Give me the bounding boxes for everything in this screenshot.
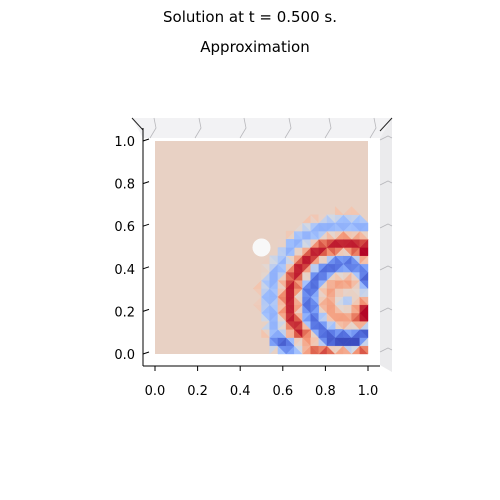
surface-triangle xyxy=(310,337,320,347)
figure-suptitle: Solution at t = 0.500 s. xyxy=(163,8,337,26)
x-tick-label: 1.0 xyxy=(358,384,379,399)
surface-triangle xyxy=(294,255,303,265)
y-tick-mark xyxy=(142,308,150,312)
surface-triangle xyxy=(359,214,369,224)
y-tick-mark xyxy=(142,138,150,142)
surface-triangle xyxy=(285,230,295,240)
x-tick-label: 0.4 xyxy=(230,384,251,399)
obstacle-hole xyxy=(252,238,271,257)
y-tick-label: 0.0 xyxy=(114,348,135,363)
surface-triangle xyxy=(294,296,303,305)
axis-frame xyxy=(142,128,380,367)
surface-triangle xyxy=(318,312,328,322)
pane-gridlines xyxy=(149,117,393,353)
x-tick-label: 0.6 xyxy=(272,384,293,399)
surface-triangle xyxy=(318,263,328,273)
y-tick-label: 0.4 xyxy=(114,263,135,278)
surface-triangle xyxy=(318,214,328,224)
surface-triangle xyxy=(261,328,271,338)
y-tick-label: 0.2 xyxy=(114,305,135,320)
y-tick-mark xyxy=(142,223,150,227)
surface-triangle xyxy=(285,255,295,265)
y-ticks: 0.0 0.2 0.4 0.6 0.8 1.0 xyxy=(114,135,150,363)
x-tick-label: 0.8 xyxy=(315,384,336,399)
back-pane xyxy=(132,118,392,138)
y-tick-mark xyxy=(142,351,150,355)
y-tick-label: 1.0 xyxy=(114,135,135,150)
y-tick-label: 0.8 xyxy=(114,178,135,193)
x-tick-label: 0.0 xyxy=(145,384,166,399)
x-ticks: 0.0 0.2 0.4 0.6 0.8 1.0 xyxy=(145,366,379,399)
surface-triangle xyxy=(359,230,369,240)
surface-triangle xyxy=(342,296,352,306)
surface-triangle xyxy=(335,206,344,215)
right-pane xyxy=(380,118,392,372)
surface-triangle xyxy=(351,206,361,215)
surface-triangle xyxy=(302,271,312,281)
axes-panes xyxy=(131,117,393,372)
surface-plot xyxy=(155,141,369,355)
surface-triangle xyxy=(277,239,287,248)
y-tick-mark xyxy=(142,266,150,270)
surface-triangle xyxy=(335,329,344,339)
x-tick-label: 0.2 xyxy=(187,384,208,399)
y-tick-label: 0.6 xyxy=(114,220,135,235)
axes-title: Approximation xyxy=(200,38,309,56)
corner-tick-right xyxy=(379,117,393,132)
y-tick-mark xyxy=(142,181,150,185)
corner-tick-left xyxy=(131,117,144,131)
